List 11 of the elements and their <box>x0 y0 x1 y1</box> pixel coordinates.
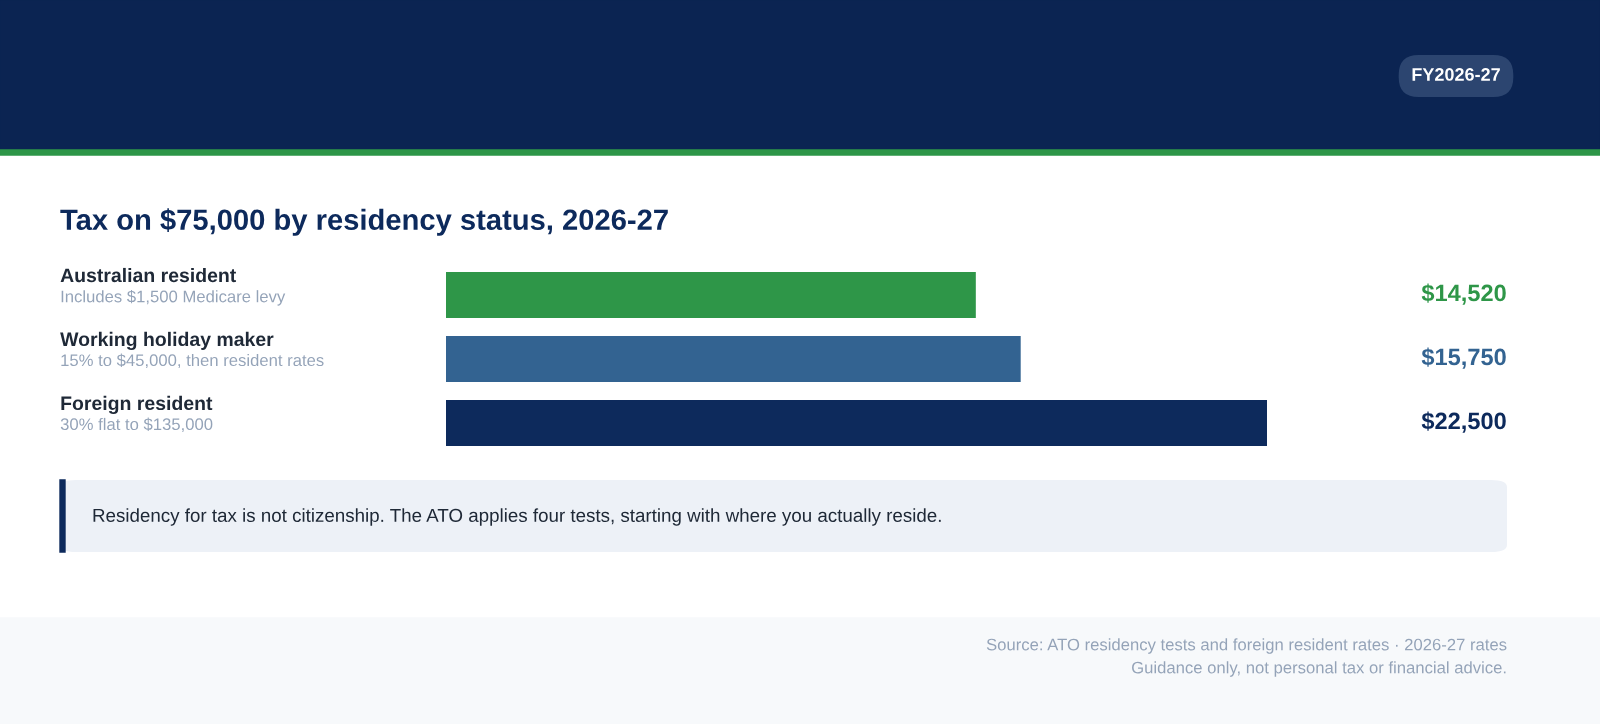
source-note: Source: ATO residency tests and foreign resident rates · 2026-27 rates <box>986 638 1507 654</box>
text: Guidance only, not personal tax or financial advice. <box>1132 661 1506 677</box>
data-label: $22,500 <box>1421 411 1506 433</box>
text: Residency for tax is not citizenship. The ATO applies four tests, starting with where you actually reside. <box>93 508 941 526</box>
y-tick-label: Australian resident Includes $1,500 Medicare levy <box>60 267 286 306</box>
y-tick-label: Working holiday maker 15% to $45,000, then resident rates <box>60 331 324 369</box>
chart-title: Tax on $75,000 by residency status, 2026-27 <box>60 208 668 236</box>
data-label: $15,750 <box>1421 347 1506 369</box>
y-tick-label: Foreign resident 30% flat to $135,000 <box>60 395 213 433</box>
text: FY2026-27 <box>1412 68 1500 81</box>
data-label: $14,520 <box>1421 283 1506 305</box>
